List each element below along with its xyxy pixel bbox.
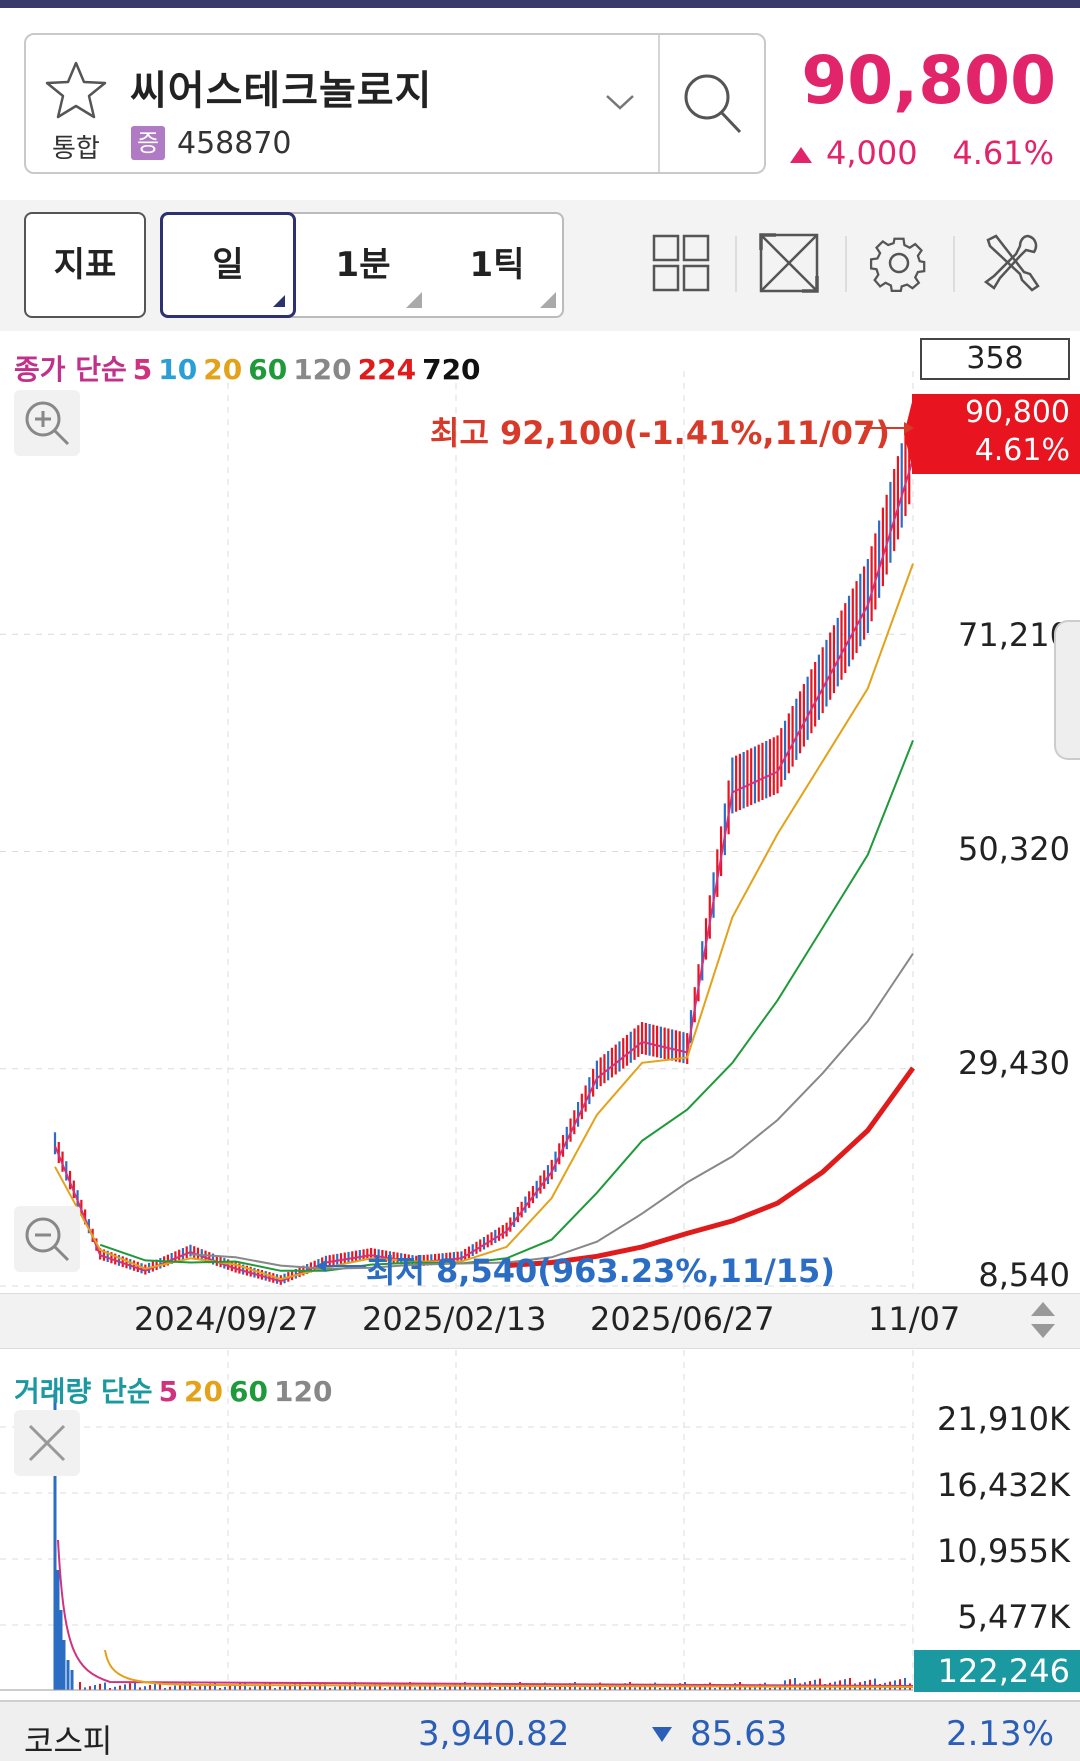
index-value: 3,940.82 xyxy=(418,1714,570,1754)
ma-line-60 xyxy=(99,740,914,1272)
ma-legend-20: 20 xyxy=(203,353,243,386)
x-tick-label: 2025/02/13 xyxy=(362,1300,547,1338)
zoom-in-button[interactable] xyxy=(14,390,80,456)
volume-ma-legend-items: 5 20 60 120 xyxy=(159,1375,339,1408)
price-change: 4,000 xyxy=(826,134,918,172)
x-tick-label: 11/07 xyxy=(868,1300,961,1338)
volume-ma-line-20 xyxy=(104,1649,914,1688)
period-day-label: 일 xyxy=(212,245,244,285)
ma-line-120 xyxy=(190,953,914,1270)
candle-count-box[interactable]: 358 xyxy=(920,338,1070,380)
legend-prefix: 종가 단순 xyxy=(14,353,127,386)
x-tick-label: 2025/06/27 xyxy=(590,1300,775,1338)
ma-legend-items: 5 10 20 60 120 224 720 xyxy=(133,353,487,386)
ma-legend-120: 120 xyxy=(293,353,352,386)
period-tick-button[interactable]: 1틱 xyxy=(430,214,564,316)
stock-name[interactable]: 씨어스테크놀로지 xyxy=(130,68,433,114)
volume-tick-label: 21,910K xyxy=(937,1400,1070,1438)
high-price-note: 최고 92,100(-1.41%,11/07) xyxy=(430,414,890,452)
stock-code: 458870 xyxy=(177,126,292,161)
volume-tick-label: 16,432K xyxy=(937,1466,1070,1504)
tool-separator xyxy=(845,236,847,292)
period-day-corner-icon xyxy=(273,295,285,307)
ma-legend-10: 10 xyxy=(158,353,198,386)
volume-tick-label: 5,477K xyxy=(957,1598,1070,1636)
ma-legend-5: 5 xyxy=(132,353,153,386)
flag-pct: 4.61% xyxy=(974,433,1070,468)
volume-ma-legend-5: 5 xyxy=(158,1375,179,1408)
ma-line-20 xyxy=(54,563,914,1281)
flag-price: 90,800 xyxy=(965,395,1070,430)
zoom-out-icon xyxy=(25,1217,70,1262)
close-volume-button[interactable] xyxy=(14,1410,80,1476)
period-day-button[interactable]: 일 xyxy=(160,212,296,318)
market-label: 통합 xyxy=(52,134,100,164)
flag-pointer-icon xyxy=(904,394,914,474)
fullscreen-icon[interactable] xyxy=(758,232,820,294)
price-legend: 종가 단순 5 10 20 60 120 224 720 xyxy=(14,348,493,388)
ma-legend-60: 60 xyxy=(248,353,288,386)
market-badge: 증 xyxy=(131,126,165,160)
current-volume-flag: 122,246 xyxy=(914,1650,1080,1692)
index-change-pct: 2.13% xyxy=(945,1714,1054,1754)
tools-icon[interactable] xyxy=(980,232,1042,294)
ma-legend-224: 224 xyxy=(357,353,417,386)
y-tick-label: 50,320 xyxy=(958,830,1070,868)
index-name: 코스피 xyxy=(24,1722,113,1760)
period-minute-corner-icon xyxy=(406,292,422,308)
star-icon[interactable] xyxy=(44,60,108,120)
volume-ma-legend-20: 20 xyxy=(184,1375,224,1408)
indicator-button[interactable]: 지표 xyxy=(24,212,146,318)
y-tick-label: 71,210 xyxy=(958,616,1070,654)
up-arrow-icon xyxy=(790,147,812,163)
period-tick-label: 1틱 xyxy=(469,245,525,285)
period-minute-label: 1분 xyxy=(335,245,391,285)
search-icon[interactable] xyxy=(680,70,744,136)
current-price-flag: 90,800 4.61% xyxy=(912,394,1080,474)
price-chart-svg[interactable] xyxy=(0,331,1080,1293)
low-price-note: 최저 8,540(963.23%,11/15) xyxy=(366,1252,835,1290)
zoom-out-button[interactable] xyxy=(14,1206,80,1272)
down-arrow-icon xyxy=(652,1727,672,1742)
gear-icon[interactable] xyxy=(868,232,930,294)
chart-side-handle[interactable] xyxy=(1054,620,1080,760)
x-axis-bar[interactable] xyxy=(0,1293,1080,1349)
ma-line-224 xyxy=(506,1066,916,1269)
index-footer[interactable] xyxy=(0,1700,1080,1761)
grid-layout-icon[interactable] xyxy=(650,232,712,294)
top-status-bar xyxy=(0,0,1080,8)
tool-separator xyxy=(735,236,737,292)
ma-legend-720: 720 xyxy=(422,353,481,386)
index-change: 85.63 xyxy=(690,1714,788,1754)
volume-ma-legend-120: 120 xyxy=(273,1375,333,1408)
volume-tick-label: 10,955K xyxy=(937,1532,1070,1570)
price-change-pct: 4.61% xyxy=(952,134,1054,172)
box-divider xyxy=(658,35,660,172)
zoom-in-icon xyxy=(25,401,70,446)
period-tick-corner-icon xyxy=(540,292,556,308)
y-tick-label: 8,540 xyxy=(978,1256,1070,1294)
period-minute-button[interactable]: 1분 xyxy=(296,214,430,316)
high-note-arrow-icon xyxy=(864,422,914,434)
volume-legend-prefix: 거래량 단순 xyxy=(14,1375,153,1408)
period-selector: 일 1분 1틱 xyxy=(160,212,564,318)
volume-legend: 거래량 단순 5 20 60 120 xyxy=(14,1370,344,1410)
chevron-down-icon[interactable] xyxy=(604,92,636,112)
low-note-arrow-icon xyxy=(316,1260,366,1272)
ma-line-5 xyxy=(54,459,914,1283)
price-chart-area[interactable] xyxy=(0,331,1080,1301)
current-price: 90,800 xyxy=(801,42,1056,119)
volume-ma-legend-60: 60 xyxy=(229,1375,268,1408)
x-tick-label: 2024/09/27 xyxy=(134,1300,319,1338)
y-tick-label: 29,430 xyxy=(958,1044,1070,1082)
close-icon xyxy=(28,1424,66,1462)
scroll-updown-icon[interactable] xyxy=(1028,1300,1058,1340)
volume-ma-line-5 xyxy=(57,1539,914,1687)
tool-separator xyxy=(953,236,955,292)
